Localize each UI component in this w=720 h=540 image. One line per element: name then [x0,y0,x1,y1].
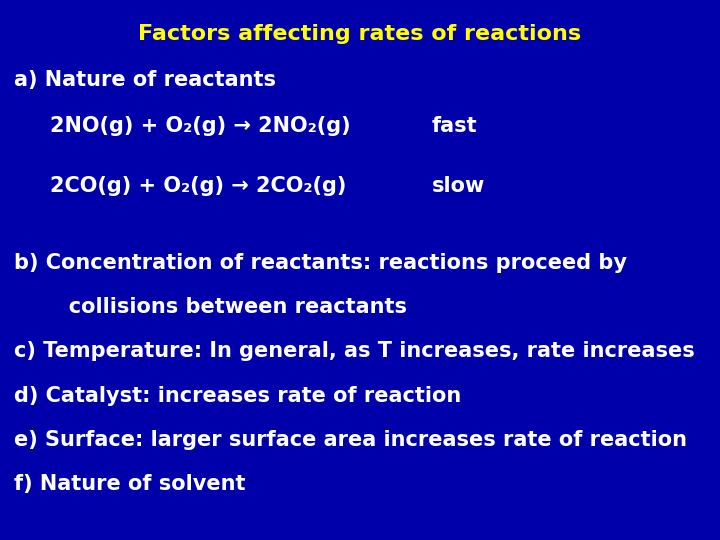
Text: collisions between reactants: collisions between reactants [47,297,407,317]
Text: slow: slow [432,176,485,195]
Text: b) Concentration of reactants: reactions proceed by: b) Concentration of reactants: reactions… [14,253,627,273]
Text: 2CO(g) + O₂(g) → 2CO₂(g): 2CO(g) + O₂(g) → 2CO₂(g) [50,176,347,195]
Text: a) Nature of reactants: a) Nature of reactants [14,70,276,90]
Text: d) Catalyst: increases rate of reaction: d) Catalyst: increases rate of reaction [14,386,462,406]
Text: fast: fast [432,116,477,136]
Text: 2NO(g) + O₂(g) → 2NO₂(g): 2NO(g) + O₂(g) → 2NO₂(g) [50,116,351,136]
Text: c) Temperature: In general, as T increases, rate increases: c) Temperature: In general, as T increas… [14,341,695,361]
Text: e) Surface: larger surface area increases rate of reaction: e) Surface: larger surface area increase… [14,430,688,450]
Text: Factors affecting rates of reactions: Factors affecting rates of reactions [138,24,582,44]
Text: f) Nature of solvent: f) Nature of solvent [14,474,246,494]
